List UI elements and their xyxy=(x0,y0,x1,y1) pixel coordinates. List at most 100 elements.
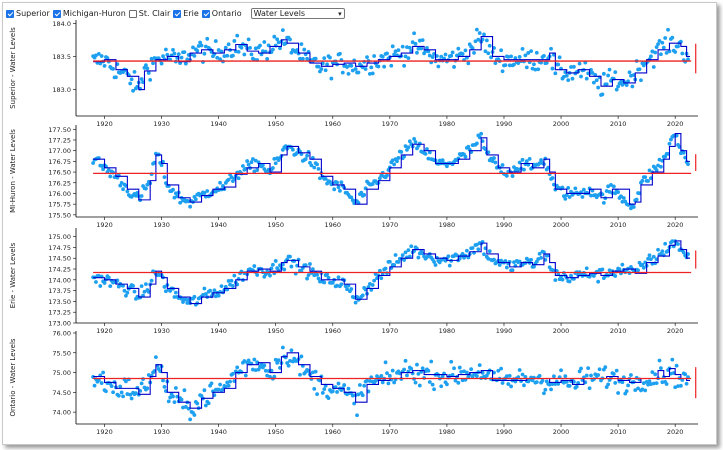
data-point xyxy=(547,382,552,387)
data-point xyxy=(500,163,505,167)
data-point xyxy=(660,40,665,45)
data-point xyxy=(166,399,171,404)
data-point xyxy=(517,368,522,372)
data-point xyxy=(163,289,168,294)
data-point xyxy=(172,195,177,200)
x-tick-label: 1970 xyxy=(382,327,399,335)
data-point xyxy=(228,379,232,384)
data-point xyxy=(686,162,690,166)
data-point xyxy=(228,282,232,287)
checkbox[interactable] xyxy=(201,9,210,18)
data-point xyxy=(526,51,531,55)
data-point xyxy=(148,78,153,82)
lake-toggle-erie[interactable]: Erie xyxy=(173,9,199,18)
x-tick-label: 1980 xyxy=(439,120,456,128)
data-point xyxy=(312,165,317,170)
data-point xyxy=(569,273,573,278)
data-point xyxy=(326,396,331,401)
data-point xyxy=(656,247,660,252)
data-point xyxy=(680,51,685,56)
data-point xyxy=(432,387,436,392)
data-point xyxy=(476,247,481,252)
checkbox[interactable] xyxy=(128,9,137,18)
data-point xyxy=(500,381,505,385)
data-point xyxy=(584,76,589,81)
lake-toggle-ontario[interactable]: Ontario xyxy=(201,9,242,18)
data-point xyxy=(619,80,623,84)
data-point xyxy=(616,391,621,395)
data-point xyxy=(188,417,193,422)
x-tick-label: 1930 xyxy=(153,428,170,436)
data-point xyxy=(477,363,482,368)
data-point xyxy=(651,254,656,259)
x-tick-label: 1960 xyxy=(325,221,342,229)
data-point xyxy=(604,82,609,87)
data-point xyxy=(532,62,536,67)
data-point xyxy=(323,68,328,73)
x-tick-label: 1990 xyxy=(496,120,513,128)
data-point xyxy=(273,357,278,362)
data-point xyxy=(420,38,425,43)
data-point xyxy=(185,301,190,305)
data-point xyxy=(383,360,388,365)
data-point xyxy=(543,387,548,392)
chart-panel: 183.0 183.5 184.0 1920 1930 1940 1950 1960 1970 1… xyxy=(9,20,698,128)
data-point xyxy=(560,185,565,190)
data-point xyxy=(336,185,341,190)
data-point xyxy=(129,77,134,82)
data-point xyxy=(353,67,358,71)
data-point xyxy=(146,373,151,377)
data-point xyxy=(676,44,680,49)
data-point xyxy=(684,381,689,386)
data-point xyxy=(452,65,456,69)
lake-toggle-st-clair[interactable]: St. Clair xyxy=(128,9,170,18)
data-point xyxy=(410,40,415,45)
data-point xyxy=(349,63,354,68)
data-point xyxy=(259,362,264,367)
data-point xyxy=(332,187,337,192)
data-point xyxy=(219,49,224,54)
data-point xyxy=(634,197,639,202)
data-point xyxy=(229,278,234,283)
data-point xyxy=(611,184,616,189)
data-point xyxy=(633,388,638,393)
data-point xyxy=(678,383,683,388)
data-point xyxy=(202,286,207,291)
checkbox[interactable] xyxy=(173,9,182,18)
data-point xyxy=(530,66,535,71)
y-tick-label: 173.25 xyxy=(48,309,71,317)
data-point xyxy=(503,63,508,68)
data-point xyxy=(387,259,392,264)
data-point xyxy=(637,67,642,72)
data-point xyxy=(350,68,355,73)
data-point xyxy=(663,36,668,40)
data-point xyxy=(161,378,165,383)
data-point xyxy=(309,163,314,168)
data-point xyxy=(342,383,347,387)
data-point xyxy=(276,358,281,363)
data-point xyxy=(607,67,612,72)
data-point xyxy=(218,57,222,62)
annual-mean-line xyxy=(93,352,691,409)
data-point xyxy=(564,193,569,197)
monthly-points xyxy=(91,27,690,97)
lake-toggle-michigan-huron[interactable]: Michigan-Huron xyxy=(52,9,126,18)
x-tick-label: 1980 xyxy=(439,428,456,436)
data-point xyxy=(252,264,257,268)
data-point xyxy=(403,54,408,59)
checkbox[interactable] xyxy=(52,9,61,18)
data-point xyxy=(253,158,258,163)
lake-toggle-superior[interactable]: Superior xyxy=(6,9,50,18)
data-point xyxy=(182,388,187,393)
metric-select[interactable]: Water Levels ▾ xyxy=(250,8,345,19)
checkbox[interactable] xyxy=(6,9,14,18)
data-point xyxy=(171,48,175,52)
data-point xyxy=(125,392,130,396)
data-point xyxy=(439,384,444,389)
data-point xyxy=(168,395,173,400)
x-tick-label: 2000 xyxy=(553,428,570,436)
x-tick-label: 1990 xyxy=(496,221,513,229)
data-point xyxy=(474,374,479,378)
y-tick-label: 183.0 xyxy=(52,86,71,94)
data-point xyxy=(193,197,198,202)
